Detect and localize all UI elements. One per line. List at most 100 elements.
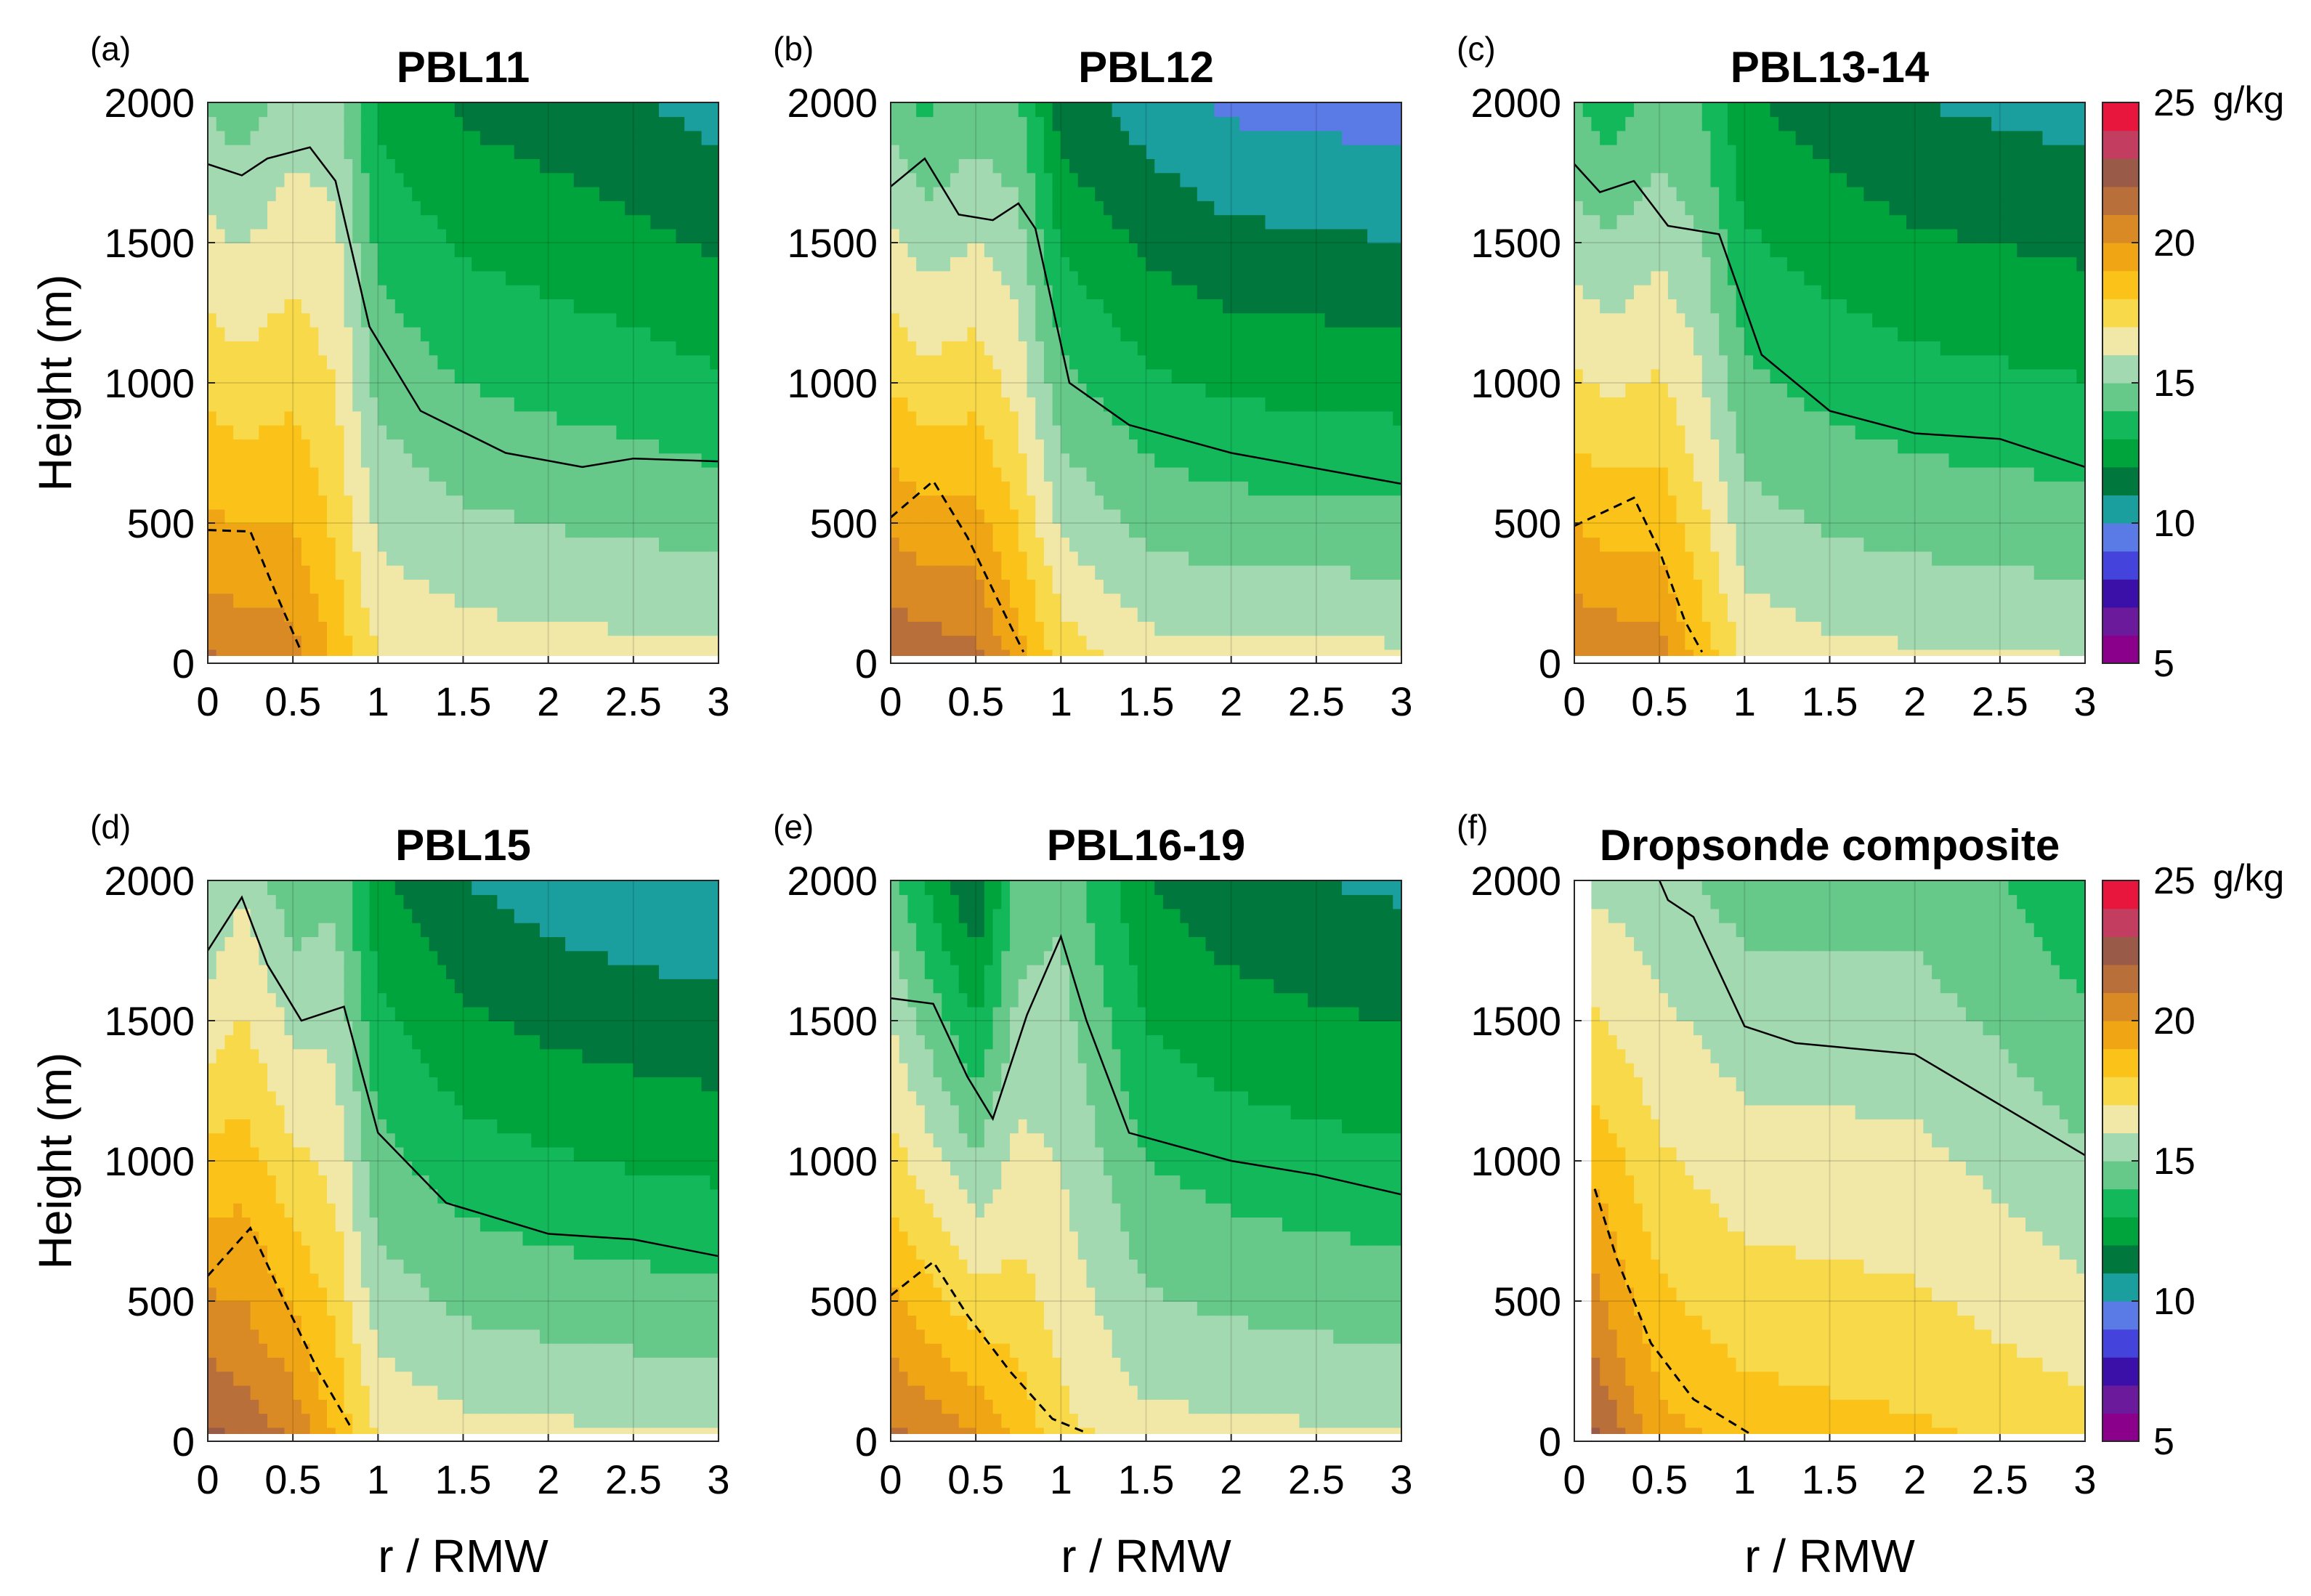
humidity-cell — [429, 481, 439, 496]
humidity-cell — [916, 495, 926, 510]
humidity-cell — [1162, 551, 1173, 566]
humidity-cell — [446, 341, 456, 356]
humidity-cell — [1052, 355, 1062, 370]
humidity-cell — [942, 523, 951, 538]
humidity-cell — [301, 635, 311, 650]
humidity-cell — [429, 621, 439, 636]
humidity-cell — [497, 341, 506, 356]
humidity-cell — [1341, 495, 1351, 510]
humidity-cell — [1171, 537, 1181, 552]
humidity-cell — [301, 593, 311, 608]
humidity-cell — [420, 228, 430, 243]
humidity-cell — [958, 214, 968, 230]
humidity-cell — [565, 341, 575, 356]
humidity-cell — [1359, 410, 1368, 426]
humidity-cell — [1171, 130, 1181, 145]
humidity-cell — [454, 299, 464, 314]
humidity-cell — [924, 551, 934, 566]
humidity-cell — [1308, 130, 1317, 145]
humidity-cell — [386, 453, 396, 468]
humidity-cell — [1591, 523, 1600, 538]
humidity-cell — [1086, 593, 1096, 608]
humidity-cell — [1324, 551, 1335, 566]
humidity-cell — [1214, 509, 1223, 524]
humidity-cell — [1146, 256, 1156, 272]
humidity-cell — [1341, 312, 1351, 328]
humidity-cell — [591, 326, 600, 341]
humidity-cell — [309, 355, 320, 370]
humidity-cell — [1189, 102, 1198, 118]
humidity-cell — [412, 607, 421, 622]
humidity-cell — [684, 341, 694, 356]
humidity-cell — [1324, 243, 1335, 258]
humidity-cell — [259, 200, 268, 216]
humidity-cell — [891, 368, 900, 384]
humidity-cell — [692, 439, 703, 454]
humidity-cell — [1069, 158, 1079, 174]
humidity-cell — [522, 551, 533, 566]
humidity-cell — [1316, 453, 1326, 468]
humidity-cell — [1069, 299, 1079, 314]
humidity-cell — [241, 453, 251, 468]
humidity-cell — [1146, 284, 1156, 299]
humidity-cell — [1222, 523, 1232, 538]
humidity-cell — [514, 439, 524, 454]
humidity-cell — [394, 551, 405, 566]
humidity-cell — [327, 355, 336, 370]
humidity-cell — [454, 466, 464, 482]
humidity-cell — [1077, 523, 1088, 538]
humidity-cell — [378, 355, 387, 370]
humidity-cell — [1308, 368, 1317, 384]
humidity-cell — [429, 383, 439, 398]
humidity-cell — [1027, 270, 1036, 285]
humidity-cell — [1120, 495, 1130, 510]
humidity-cell — [1077, 537, 1088, 552]
humidity-cell — [692, 200, 703, 216]
humidity-cell — [1214, 383, 1223, 398]
humidity-cell — [250, 144, 260, 159]
humidity-cell — [916, 355, 926, 370]
humidity-cell — [1052, 537, 1062, 552]
humidity-cell — [293, 383, 302, 398]
humidity-cell — [1393, 439, 1402, 454]
humidity-cell — [548, 270, 558, 285]
humidity-cell — [1222, 130, 1232, 145]
humidity-cell — [556, 509, 566, 524]
humidity-cell — [984, 368, 994, 384]
humidity-cell — [1180, 368, 1189, 384]
humidity-cell — [933, 424, 943, 439]
humidity-cell — [471, 397, 481, 412]
humidity-cell — [958, 593, 968, 608]
humidity-cell — [446, 326, 456, 341]
humidity-cell — [471, 256, 481, 272]
humidity-cell — [360, 116, 371, 131]
humidity-cell — [259, 593, 268, 608]
humidity-cell — [275, 368, 286, 384]
humidity-cell — [599, 453, 609, 468]
humidity-cell — [1214, 410, 1223, 426]
humidity-cell — [1308, 424, 1317, 439]
humidity-cell — [967, 284, 976, 299]
humidity-cell — [924, 284, 934, 299]
humidity-cell — [907, 537, 917, 552]
humidity-cell — [233, 621, 243, 636]
humidity-cell — [625, 537, 634, 552]
humidity-cell — [607, 466, 618, 482]
humidity-cell — [565, 537, 575, 552]
humidity-cell — [293, 453, 302, 468]
humidity-cell — [1359, 368, 1368, 384]
humidity-cell — [479, 368, 490, 384]
humidity-cell — [471, 621, 481, 636]
humidity-cell — [208, 368, 217, 384]
humidity-cell — [1574, 537, 1584, 552]
humidity-cell — [1189, 243, 1198, 258]
humidity-cell — [1214, 453, 1223, 468]
humidity-cell — [471, 424, 481, 439]
humidity-cell — [891, 439, 900, 454]
humidity-cell — [429, 200, 439, 216]
humidity-cell — [1248, 102, 1258, 118]
humidity-cell — [1574, 130, 1584, 145]
humidity-cell — [692, 509, 703, 524]
humidity-cell — [984, 130, 994, 145]
